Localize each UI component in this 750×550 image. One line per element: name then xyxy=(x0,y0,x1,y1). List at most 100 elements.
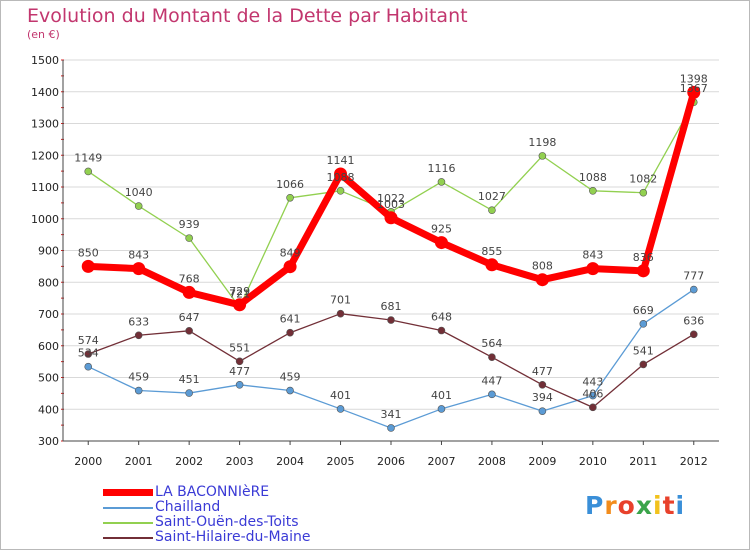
data-point xyxy=(636,264,650,278)
data-label: 1149 xyxy=(74,151,102,164)
data-label: 808 xyxy=(532,260,553,273)
data-point xyxy=(589,403,597,412)
data-label: 849 xyxy=(280,247,301,260)
y-tick-label: 400 xyxy=(38,403,59,416)
chart-title: Evolution du Montant de la Dette par Hab… xyxy=(27,5,468,27)
data-label: 925 xyxy=(431,223,452,236)
data-point xyxy=(387,316,395,324)
data-point xyxy=(488,390,496,399)
data-point xyxy=(384,211,398,225)
chart-subtitle: (en €) xyxy=(27,28,60,41)
data-label: 447 xyxy=(481,374,502,387)
data-label: 836 xyxy=(633,251,654,264)
legend-swatch xyxy=(103,489,153,496)
data-label: 459 xyxy=(280,371,301,384)
logo-letter: i xyxy=(675,491,686,520)
data-point xyxy=(286,328,294,337)
data-point xyxy=(134,331,143,340)
data-label: 648 xyxy=(431,311,452,324)
y-tick-label: 800 xyxy=(38,276,59,289)
x-tick-label: 2009 xyxy=(528,455,556,468)
data-label: 541 xyxy=(633,344,654,357)
data-point xyxy=(434,236,448,250)
logo-letter: x xyxy=(635,491,653,520)
data-point xyxy=(336,187,345,195)
logo-letter: o xyxy=(617,491,636,520)
y-tick-label: 700 xyxy=(38,308,59,321)
data-point xyxy=(336,405,345,413)
data-label: 1088 xyxy=(327,171,355,184)
logo-letter: r xyxy=(604,491,618,520)
data-point xyxy=(185,389,193,397)
data-label: 633 xyxy=(128,315,149,328)
data-label: 477 xyxy=(229,365,250,378)
data-point xyxy=(182,285,196,299)
y-tick-label: 900 xyxy=(38,245,59,258)
x-tick-label: 2000 xyxy=(74,455,102,468)
y-tick-label: 1400 xyxy=(31,86,59,99)
data-label: 701 xyxy=(330,294,351,307)
data-point xyxy=(687,85,701,99)
data-point xyxy=(437,326,446,335)
x-tick-label: 2012 xyxy=(680,455,708,468)
data-label: 477 xyxy=(532,365,553,378)
data-label: 401 xyxy=(330,389,351,402)
data-point xyxy=(286,193,294,202)
x-tick-label: 2008 xyxy=(478,455,506,468)
data-point xyxy=(283,260,297,274)
y-tick-label: 1300 xyxy=(31,118,59,131)
data-label: 1066 xyxy=(276,178,304,191)
data-point xyxy=(488,206,496,214)
data-label: 564 xyxy=(481,337,502,350)
logo-letter: i xyxy=(653,491,663,520)
legend-label: Saint-Ouën-des-Toits xyxy=(155,514,299,530)
data-label: 1082 xyxy=(629,173,657,186)
data-point xyxy=(639,360,648,369)
data-point xyxy=(538,407,547,415)
data-point xyxy=(639,320,648,328)
data-label: 681 xyxy=(381,300,402,313)
data-point xyxy=(689,285,698,294)
data-point xyxy=(235,357,244,366)
data-point xyxy=(589,391,597,400)
y-tick-label: 300 xyxy=(38,435,59,448)
data-label: 406 xyxy=(582,387,603,400)
data-point xyxy=(488,353,496,361)
data-label: 647 xyxy=(179,311,200,324)
x-tick-label: 2001 xyxy=(125,455,153,468)
data-label: 777 xyxy=(683,270,704,283)
data-label: 1198 xyxy=(528,136,556,149)
data-point xyxy=(437,405,446,413)
y-tick-label: 1200 xyxy=(31,149,59,162)
data-label: 1040 xyxy=(125,186,153,199)
data-label: 843 xyxy=(582,249,603,262)
data-label: 1088 xyxy=(579,171,607,184)
data-label: 939 xyxy=(179,218,200,231)
data-point xyxy=(84,350,93,358)
y-tick-label: 1100 xyxy=(31,181,59,194)
data-label: 641 xyxy=(280,313,301,326)
legend-swatch xyxy=(103,522,153,524)
data-point xyxy=(639,188,648,197)
data-label: 459 xyxy=(128,371,149,384)
logo-letter: P xyxy=(585,491,605,520)
data-point xyxy=(538,381,547,389)
data-label: 850 xyxy=(78,246,99,259)
data-point xyxy=(437,178,446,186)
data-label: 729 xyxy=(229,285,250,298)
data-label: 551 xyxy=(229,341,250,354)
data-label: 1367 xyxy=(680,82,708,95)
data-point xyxy=(132,262,146,276)
data-point xyxy=(586,262,600,276)
data-point xyxy=(535,273,549,287)
data-point xyxy=(84,167,93,176)
legend-label: LA BACONNIèRE xyxy=(155,484,270,500)
data-point xyxy=(334,167,348,181)
legend-label: Saint-Hilaire-du-Maine xyxy=(155,529,311,545)
data-point xyxy=(589,187,597,195)
data-label: 1141 xyxy=(327,154,355,167)
legend-label: Chailland xyxy=(155,499,221,515)
data-label: 341 xyxy=(381,408,402,421)
